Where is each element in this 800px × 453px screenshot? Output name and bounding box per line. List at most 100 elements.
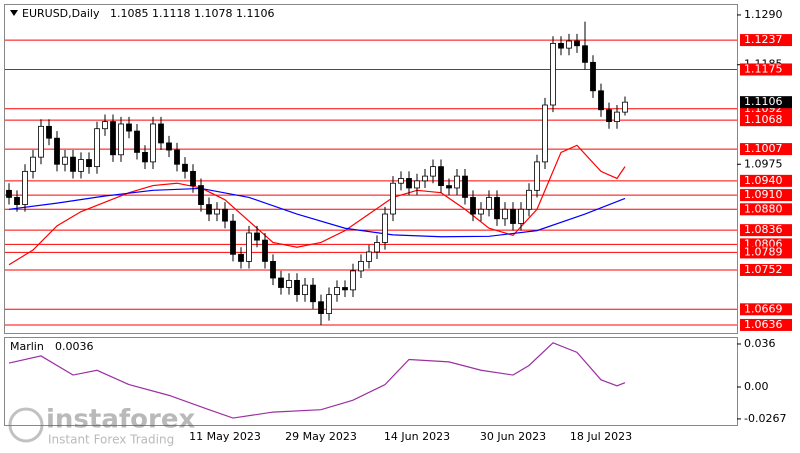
candle-body	[238, 253, 244, 262]
y-tick-label: 1.1290	[744, 8, 783, 21]
candle-body	[110, 121, 116, 156]
candle-body	[278, 277, 284, 288]
ohlc-low: 1.1078	[194, 7, 233, 20]
indicator-value: 0.0036	[55, 340, 94, 353]
indicator-line	[8, 342, 626, 419]
candle-body	[326, 294, 332, 314]
candle-body	[438, 166, 444, 186]
candle-body	[334, 287, 340, 296]
candle-body	[558, 42, 564, 49]
candle-body	[366, 251, 372, 262]
ohlc-high: 1.1118	[152, 7, 191, 20]
candle-body	[246, 232, 252, 262]
x-tick-label: 30 Jun 2023	[480, 430, 546, 443]
candle-body	[14, 197, 20, 205]
candle-body	[230, 220, 236, 255]
indicator-pane	[4, 337, 738, 426]
level-label: 1.0789	[744, 245, 783, 258]
level-label: 1.0669	[744, 302, 783, 315]
logo-icon	[8, 407, 44, 443]
y-tick-label: 1.0975	[744, 157, 783, 170]
candle-body	[198, 185, 204, 205]
candle-body	[502, 208, 508, 220]
candle-body	[158, 123, 164, 144]
candle-body	[310, 284, 316, 303]
level-label-box	[740, 263, 792, 276]
level-label-box	[740, 303, 792, 316]
candle-body	[430, 166, 436, 177]
candle-body	[550, 42, 556, 106]
candle-body	[150, 123, 156, 163]
x-tick-label: 18 Jul 2023	[570, 430, 632, 443]
candle-body	[598, 90, 604, 111]
candle-body	[406, 178, 412, 189]
level-label-box	[740, 34, 792, 47]
level-label: 1.0940	[744, 174, 783, 187]
candle-body	[166, 142, 172, 151]
indicator-title: Marlin	[10, 340, 44, 353]
main-pane	[4, 4, 738, 334]
candle-body	[54, 137, 60, 165]
candle-body	[614, 111, 620, 123]
level-label-box	[740, 224, 792, 237]
candle-body	[142, 152, 148, 163]
candle-body	[454, 175, 460, 189]
level-label: 1.0752	[744, 263, 783, 276]
candle-body	[342, 287, 348, 291]
candle-body	[62, 156, 68, 165]
candle-body	[254, 232, 260, 241]
moving-average	[8, 187, 626, 238]
candle-body	[446, 185, 452, 189]
candle-body	[86, 159, 92, 168]
level-label-box	[740, 189, 792, 202]
candle-body	[126, 123, 132, 132]
candle-body	[6, 189, 12, 198]
candle-body	[30, 156, 36, 172]
candle-body	[318, 301, 324, 314]
level-label-box	[740, 174, 792, 187]
candle-body	[302, 284, 308, 296]
level-label: 1.0636	[744, 318, 783, 331]
moving-average	[8, 144, 626, 266]
candle-body	[174, 149, 180, 165]
candle-body	[286, 279, 292, 288]
candle-body	[350, 270, 356, 291]
candle-body	[534, 161, 540, 191]
candle-body	[94, 128, 100, 168]
y-tick-label: 0.00	[744, 380, 769, 393]
candle-body	[606, 109, 612, 123]
candle-body	[374, 242, 380, 253]
x-tick-label: 29 May 2023	[285, 430, 357, 443]
candle-body	[190, 170, 196, 186]
level-label: 1.0910	[744, 188, 783, 201]
current-price-box	[740, 96, 792, 109]
level-label-box	[740, 203, 792, 216]
candle-body	[270, 261, 276, 279]
candle-body	[22, 170, 28, 205]
level-label-box	[740, 63, 792, 76]
candle-body	[542, 104, 548, 163]
candle-body	[566, 40, 572, 49]
y-tick-label: 0.036	[744, 337, 776, 350]
candle-body	[118, 123, 124, 156]
candle-body	[390, 182, 396, 215]
level-label-box	[740, 246, 792, 259]
candle-body	[134, 130, 140, 153]
x-tick-label: 14 Jun 2023	[384, 430, 450, 443]
candle-body	[494, 197, 500, 220]
watermark: instaforex Instant Forex Trading	[8, 405, 196, 447]
candle-body	[518, 208, 524, 224]
level-label-box	[740, 318, 792, 331]
level-label: 1.1068	[744, 113, 783, 126]
level-label: 1.0836	[744, 223, 783, 236]
candle-body	[590, 61, 596, 92]
chart-title: EURUSD,Daily	[22, 7, 100, 20]
level-label: 1.1175	[744, 62, 783, 75]
level-label: 1.0880	[744, 202, 783, 215]
watermark-tagline: Instant Forex Trading	[48, 433, 174, 447]
candle-body	[102, 121, 108, 130]
candle-body	[510, 208, 516, 224]
level-label-box	[740, 143, 792, 156]
x-tick-label: 11 May 2023	[189, 430, 261, 443]
